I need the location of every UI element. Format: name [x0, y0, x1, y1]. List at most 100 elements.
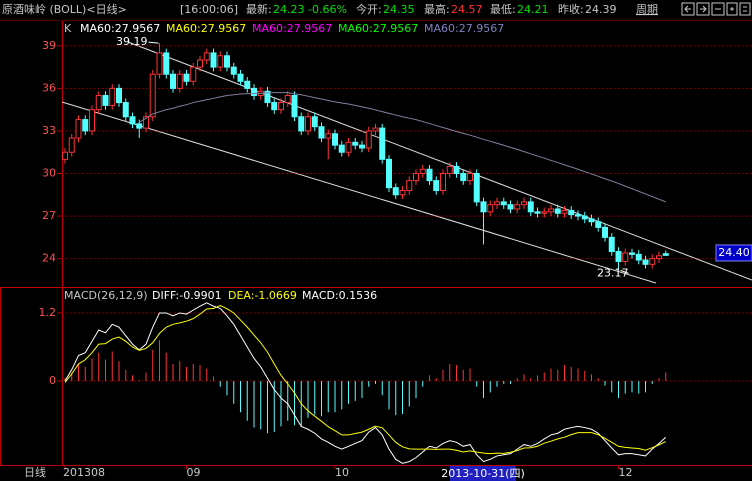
quote-label: 最新: — [246, 2, 272, 16]
candle-body — [507, 204, 514, 210]
macd-line — [64, 302, 667, 464]
candle-body — [521, 201, 527, 206]
legend-item: MA60:27.9567 — [80, 22, 160, 35]
candle-body — [217, 55, 224, 68]
high-pointer — [148, 41, 159, 44]
candle-body — [446, 165, 453, 175]
channel-lower — [61, 101, 657, 284]
quote-label: 最高: — [424, 2, 450, 16]
candle-body — [608, 236, 615, 253]
marks-layer — [62, 41, 752, 464]
candle-body — [284, 94, 291, 104]
candle-body — [460, 173, 467, 182]
candle-body — [332, 133, 338, 146]
candle-body — [629, 252, 635, 255]
candle-body — [149, 73, 156, 118]
period-label: 日线 — [24, 465, 46, 479]
header-bar: 原酒味岭 (BOLL)<日线> [16:00:06] 最新: 24.23 -0.… — [2, 2, 751, 16]
candle-body — [602, 226, 608, 238]
candle-body — [224, 55, 230, 68]
text-layer: 日线 2013-10-31(四) 24 27 30 33 36 39 39.19 23.17 2… — [24, 22, 750, 481]
quote-value: 24.57 — [451, 3, 483, 16]
quote-label: 昨收: — [558, 2, 584, 16]
candle-body — [318, 126, 325, 139]
candle-body — [656, 255, 662, 260]
legend-item: MA60:27.9567 — [252, 22, 332, 35]
legend-item: DIFF:-0.9901 — [152, 289, 222, 302]
candle-body — [163, 52, 170, 75]
candle-body — [102, 94, 109, 106]
nav-menu[interactable] — [739, 2, 751, 16]
candle-body — [453, 165, 460, 175]
candle-body — [514, 204, 521, 210]
nav-zoom-in[interactable] — [726, 2, 738, 16]
cursor-date: 2013-10-31(四) — [441, 467, 525, 480]
candle-body — [291, 94, 298, 118]
candle-body — [413, 173, 419, 182]
candle-body — [527, 201, 534, 213]
candle-body — [379, 127, 386, 160]
candle-body — [89, 109, 95, 132]
price-tag: 24.40 — [718, 246, 750, 259]
candle-body — [365, 130, 372, 149]
candle-body — [440, 173, 446, 192]
candle-body — [622, 252, 629, 262]
candle-body — [359, 144, 365, 149]
candle-body — [190, 66, 197, 82]
candle-body — [237, 73, 244, 82]
cursor-date-box — [450, 466, 516, 481]
channel-upper — [127, 41, 752, 281]
candle-body — [372, 127, 379, 132]
legend-item: MA60:27.9567 — [338, 22, 418, 35]
quote-value: 24.23 -0.66% — [273, 3, 347, 16]
candle-body — [649, 258, 656, 265]
candle-body — [642, 259, 649, 265]
candle-body — [568, 209, 575, 216]
candle-body — [426, 168, 433, 182]
candle-body — [615, 251, 622, 262]
candle-body — [203, 52, 210, 61]
quote-value: 24.35 — [383, 3, 415, 16]
candle-body — [406, 180, 413, 192]
legend-item: K — [64, 22, 72, 35]
candle-body — [143, 116, 149, 129]
candle-body — [541, 211, 548, 214]
candle-body — [176, 73, 183, 89]
candle-body — [109, 87, 116, 106]
quote-value: 24.39 — [585, 3, 617, 16]
candle-body — [95, 94, 102, 111]
candle-body — [129, 116, 136, 125]
candle-body — [548, 208, 554, 213]
legend-item: MA60:27.9567 — [424, 22, 504, 35]
nav-buttons[interactable] — [681, 2, 751, 16]
candle-body — [305, 116, 311, 132]
nav-left[interactable] — [681, 2, 695, 16]
candle-body — [156, 52, 163, 75]
nav-right[interactable] — [696, 2, 710, 16]
legend-item: DEA:-1.0669 — [228, 289, 297, 302]
x-tick-label: 10 — [335, 466, 349, 479]
candle-body — [494, 201, 500, 206]
candle-body — [264, 90, 271, 104]
candle-body — [386, 158, 392, 189]
candle-body — [487, 204, 494, 213]
grid-layer — [57, 45, 752, 469]
candle-body — [480, 201, 487, 213]
period-button[interactable]: 周期 — [636, 3, 658, 16]
quote-time: [16:00:06] — [180, 3, 238, 16]
candle-body — [68, 137, 75, 153]
nav-zoom-out[interactable] — [711, 2, 725, 16]
macd-line — [64, 305, 666, 455]
y-tick-label: 36 — [42, 81, 56, 94]
quote-label: 最低: — [490, 3, 516, 16]
candle-body — [197, 59, 203, 68]
candle-body — [467, 173, 473, 182]
x-tick-label: 12 — [619, 466, 633, 479]
y-tick-label: 1.2 — [39, 306, 57, 319]
candle-body — [122, 102, 129, 118]
quote-label: 今开: — [356, 2, 382, 16]
x-tick-label: 201308 — [63, 466, 105, 479]
panel-frame — [0, 20, 752, 466]
